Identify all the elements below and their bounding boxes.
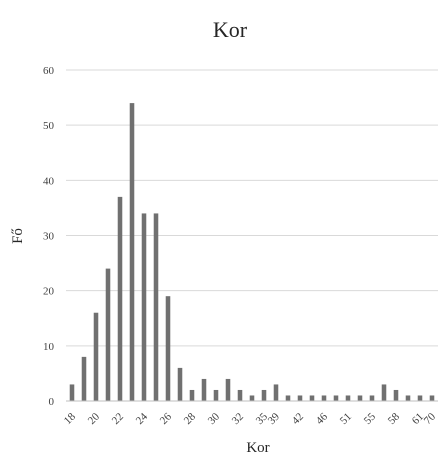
- x-tick-label: 30: [206, 410, 223, 427]
- y-tick-label: 0: [49, 396, 55, 408]
- bar-33: [249, 395, 255, 401]
- bar-32: [237, 389, 243, 401]
- bar-70: [429, 395, 435, 401]
- x-axis-label: Kor: [246, 440, 269, 456]
- x-tick-label: 46: [314, 410, 331, 427]
- y-tick-label: 60: [43, 65, 55, 77]
- bar-55: [369, 395, 375, 401]
- bars: [69, 103, 435, 401]
- bar-21: [105, 268, 111, 401]
- y-tick-label: 20: [43, 286, 55, 298]
- y-axis-ticks: 0 10 20 30 40 50 60: [43, 65, 55, 408]
- bar-28: [189, 389, 195, 401]
- x-tick-label: 22: [110, 411, 126, 427]
- x-tick-label: 26: [158, 410, 175, 427]
- bar-60: [405, 395, 411, 401]
- bar-26: [165, 296, 171, 401]
- bar-53: [357, 395, 363, 401]
- bar-40: [285, 395, 291, 401]
- bar-61: [417, 395, 423, 401]
- y-tick-label: 50: [43, 120, 55, 132]
- chart-title: Kor: [213, 17, 248, 42]
- x-tick-label: 51: [338, 411, 354, 427]
- x-tick-label: 20: [86, 410, 103, 427]
- gridlines: [66, 69, 438, 347]
- x-tick-label: 70: [422, 410, 439, 427]
- bar-35: [261, 389, 267, 401]
- bar-24: [141, 213, 147, 401]
- bar-57: [381, 384, 387, 401]
- y-tick-label: 30: [43, 231, 55, 243]
- x-tick-label: 24: [134, 410, 151, 427]
- x-tick-label: 55: [362, 410, 379, 427]
- bar-42: [297, 395, 303, 401]
- y-tick-label: 40: [43, 175, 55, 187]
- y-axis-label: Fő: [10, 228, 26, 244]
- bar-23: [129, 103, 135, 401]
- y-tick-label: 10: [43, 341, 55, 353]
- bar-46: [321, 395, 327, 401]
- x-tick-label: 28: [182, 410, 199, 427]
- bar-22: [117, 196, 123, 401]
- bar-58: [393, 389, 399, 401]
- bar-25: [153, 213, 159, 401]
- bar-30: [213, 389, 219, 401]
- bar-50: [333, 395, 339, 401]
- x-tick-label: 58: [386, 410, 403, 427]
- bar-19: [81, 356, 87, 401]
- bar-51: [345, 395, 351, 401]
- bar-27: [177, 367, 183, 401]
- x-tick-label: 42: [290, 411, 306, 427]
- bar-20: [93, 312, 99, 401]
- bar-31: [225, 378, 231, 401]
- x-tick-label: 32: [230, 411, 246, 427]
- bar-18: [69, 384, 75, 401]
- x-tick-label: 18: [62, 410, 79, 427]
- x-tick-label: 39: [266, 410, 283, 427]
- bar-29: [201, 378, 207, 401]
- bar-39: [273, 384, 279, 401]
- bar-44: [309, 395, 315, 401]
